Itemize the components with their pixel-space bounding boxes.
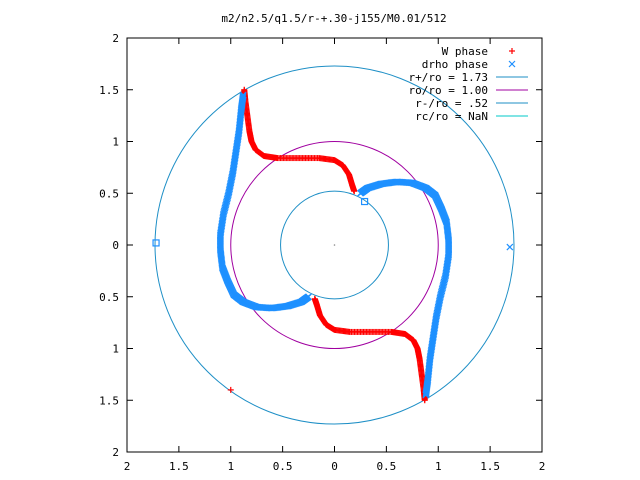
x-tick-label: 1.5	[169, 460, 189, 473]
legend-label: W phase	[442, 45, 488, 58]
cross-b	[239, 93, 247, 101]
series-1-point	[422, 390, 430, 398]
series-1-point	[422, 389, 430, 397]
plot-area	[152, 65, 515, 425]
series-1	[152, 91, 514, 399]
series-1-point	[239, 91, 247, 99]
x-tick-label: 0.5	[273, 460, 293, 473]
circle-1	[230, 141, 439, 349]
y-axis: 2 1.5 1 0.5 0 0.5 1 1.5 2	[99, 32, 542, 459]
y-tick-label: 0.5	[99, 291, 119, 304]
cross-b	[422, 391, 430, 399]
x-tick-label: 1	[227, 460, 234, 473]
legend-marker	[509, 48, 515, 54]
legend-label: rc/ro = NaN	[415, 110, 488, 123]
cross-b	[407, 179, 415, 187]
series-1-square-point	[360, 197, 369, 206]
legend-label: drho phase	[422, 58, 488, 71]
x-tick-label: 1	[435, 460, 442, 473]
circle-2	[280, 190, 389, 300]
circle-0	[154, 65, 515, 425]
legend-marker	[508, 60, 516, 68]
series-1-square-point	[152, 239, 160, 247]
y-tick-label: 1.5	[99, 84, 119, 97]
series-0-point	[241, 86, 248, 93]
y-tick-label: 1	[112, 343, 119, 356]
x-axis: 2 1.5 1 0.5 0 0.5 1 1.5 2	[124, 38, 546, 473]
x-tick-label: 2	[124, 460, 131, 473]
x-tick-label: 1.5	[480, 460, 500, 473]
x-tick-label: 0	[331, 460, 338, 473]
cross-b	[239, 91, 247, 99]
series-1-point	[239, 92, 247, 100]
y-tick-label: 1.5	[99, 394, 119, 407]
series-1-point	[239, 93, 247, 101]
y-tick-label: 0	[112, 239, 119, 252]
y-tick-label: 2	[112, 32, 119, 45]
cross-b	[239, 92, 247, 100]
series-0-isolated-point	[227, 386, 234, 393]
series-0-point	[421, 397, 428, 404]
legend-label: r-/ro = .52	[415, 97, 488, 110]
x-tick-label: 0.5	[376, 460, 396, 473]
cross-b	[422, 389, 430, 397]
cross-b	[254, 303, 262, 311]
series-1-isolated-point	[506, 243, 514, 251]
cross-b	[506, 243, 514, 251]
series-1-point	[422, 391, 430, 399]
cross-b	[508, 60, 516, 68]
x-tick-label: 2	[539, 460, 546, 473]
chart-title: m2/n2.5/q1.5/r-+.30-j155/M0.01/512	[221, 12, 446, 25]
y-tick-label: 1	[112, 136, 119, 149]
cross-b	[422, 390, 430, 398]
y-tick-label: 0.5	[99, 187, 119, 200]
legend-label: ro/ro = 1.00	[409, 84, 488, 97]
series-0	[227, 86, 440, 404]
legend-label: r+/ro = 1.73	[409, 71, 488, 84]
y-tick-label: 2	[112, 446, 119, 459]
origin-dot	[333, 244, 336, 246]
